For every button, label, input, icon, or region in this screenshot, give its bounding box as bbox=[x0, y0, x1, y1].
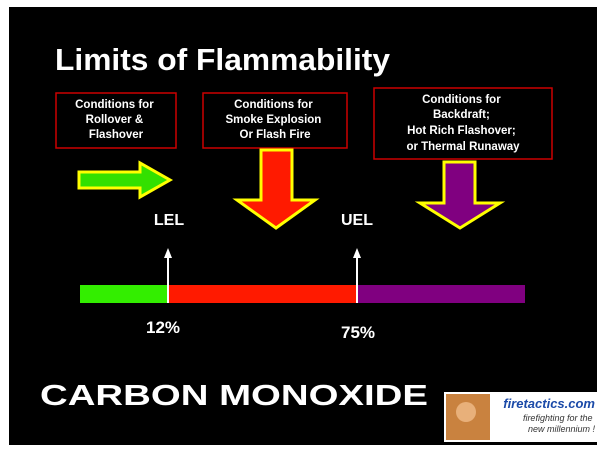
condition-text: Conditions for Smoke Explosion Or Flash … bbox=[225, 99, 324, 141]
page: Limits of Flammability Conditions for Ro… bbox=[0, 0, 604, 452]
title: Limits of Flammability bbox=[55, 42, 391, 77]
range-lean bbox=[80, 285, 168, 303]
logo-tagline: firefighting for the new millennium ! bbox=[523, 413, 596, 434]
marker-label: LEL bbox=[154, 212, 184, 229]
slide: Limits of Flammability Conditions for Ro… bbox=[0, 0, 604, 452]
logo-image bbox=[456, 402, 476, 422]
range-rich bbox=[357, 285, 525, 303]
subject: CARBON MONOXIDE bbox=[40, 380, 428, 412]
marker-label: UEL bbox=[341, 212, 373, 229]
range-flammable bbox=[168, 285, 357, 303]
marker-value: 75% bbox=[341, 323, 375, 342]
logo-site: firetactics.com bbox=[503, 396, 595, 411]
marker-value: 12% bbox=[146, 318, 180, 337]
